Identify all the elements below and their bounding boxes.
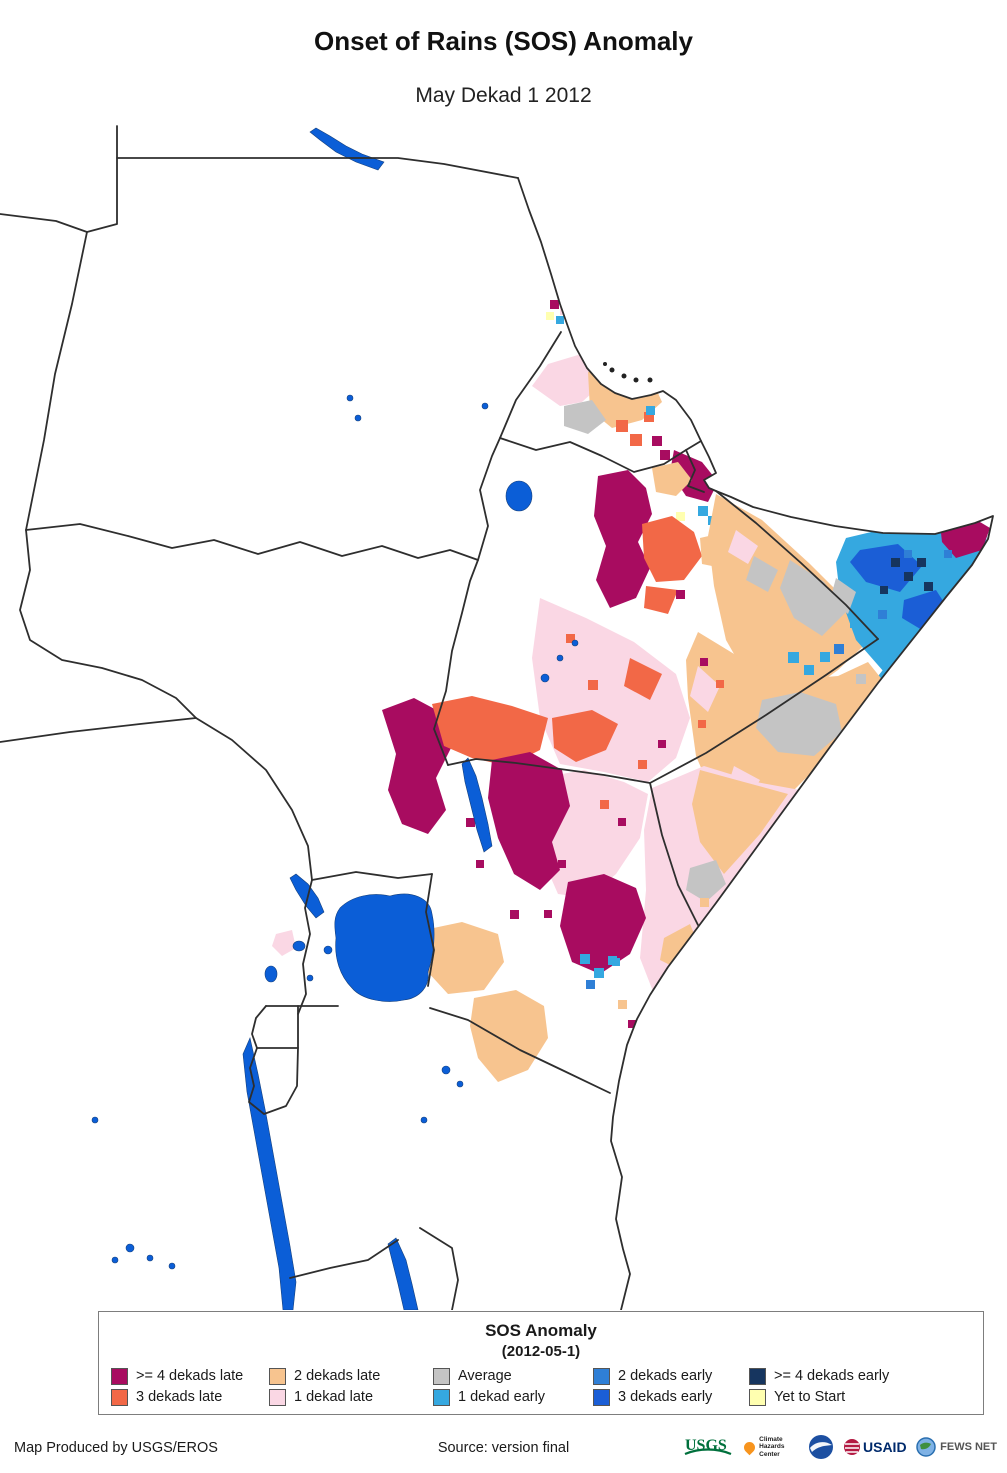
legend-label: 2 dekads late (294, 1368, 381, 1384)
water-bodies (91, 127, 579, 1310)
map (0, 118, 1007, 1310)
legend-swatch (269, 1368, 286, 1385)
usgs-logo: USGS (679, 1433, 735, 1461)
map-svg (0, 125, 994, 1310)
legend-item: >= 4 dekads late (111, 1368, 269, 1385)
lake-kivu (264, 965, 278, 983)
chc-logo: Climate Hazards Center (741, 1435, 799, 1458)
legend-label: 2 dekads early (618, 1368, 713, 1384)
lake-malawi (387, 1237, 419, 1310)
legend-item: 1 dekad late (269, 1389, 433, 1406)
legend-title: SOS Anomaly (485, 1321, 597, 1340)
page-title: Onset of Rains (SOS) Anomaly (314, 26, 693, 56)
legend-item: >= 4 dekads early (749, 1368, 983, 1385)
legend-label: 1 dekad early (458, 1389, 546, 1405)
fewsnet-logo: FEWS NET (916, 1437, 997, 1457)
lake-nasser (309, 127, 385, 171)
legend-swatch (749, 1389, 766, 1406)
legend: SOS Anomaly (2012-05-1) >= 4 dekads late… (98, 1311, 984, 1415)
legend-label: 1 dekad late (294, 1389, 374, 1405)
legend-label: 3 dekads early (618, 1389, 713, 1405)
legend-item: 3 dekads late (111, 1389, 269, 1406)
lake-albert (289, 873, 325, 919)
legend-swatch (269, 1389, 286, 1406)
legend-swatch (433, 1389, 450, 1406)
legend-item: Average (433, 1368, 593, 1385)
legend-swatch (749, 1368, 766, 1385)
islands (603, 362, 653, 383)
produced-by-text: Map Produced by USGS/EROS (14, 1440, 218, 1456)
logos: USGS Climate Hazards Center USAID (679, 1433, 997, 1461)
usaid-logo-text: USAID (863, 1439, 907, 1455)
legend-item: Yet to Start (749, 1389, 983, 1406)
source-text: Source: version final (437, 1440, 570, 1456)
noaa-logo (808, 1434, 834, 1460)
legend-label: 3 dekads late (136, 1389, 223, 1405)
legend-label: >= 4 dekads early (774, 1368, 890, 1384)
legend-swatch (111, 1368, 128, 1385)
footer: Map Produced by USGS/EROS Source: versio… (0, 1430, 1007, 1473)
lake-edward (292, 940, 306, 952)
legend-date: (2012-05-1) (501, 1343, 581, 1360)
legend-swatch (111, 1389, 128, 1406)
legend-item: 1 dekad early (433, 1389, 593, 1406)
lake-tanganyika (242, 1037, 297, 1310)
legend-swatch (593, 1368, 610, 1385)
page-subtitle: May Dekad 1 2012 (415, 84, 592, 107)
usaid-logo: USAID (843, 1434, 907, 1460)
chc-logo-text: Climate Hazards Center (759, 1435, 785, 1458)
legend-label: Average (458, 1368, 512, 1384)
legend-label: >= 4 dekads late (136, 1368, 244, 1384)
legend-swatch (593, 1389, 610, 1406)
lake-turkana (461, 757, 493, 853)
legend-item: 2 dekads late (269, 1368, 433, 1385)
lake-tana (505, 480, 533, 512)
coastline (517, 177, 994, 1310)
legend-label: Yet to Start (774, 1389, 846, 1405)
chc-drop-icon (741, 1439, 758, 1455)
legend-swatch (433, 1368, 450, 1385)
lake-victoria (334, 893, 435, 1002)
legend-items: >= 4 dekads late 3 dekads late 2 dekads … (99, 1360, 983, 1406)
legend-item: 3 dekads early (593, 1389, 749, 1406)
country-borders (0, 125, 994, 1310)
fewsnet-logo-text: FEWS NET (940, 1441, 997, 1453)
legend-item: 2 dekads early (593, 1368, 749, 1385)
